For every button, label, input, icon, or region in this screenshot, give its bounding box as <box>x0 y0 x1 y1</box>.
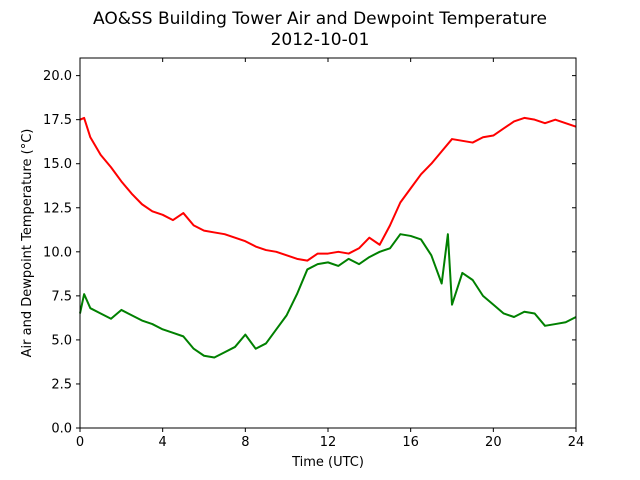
y-tick-label: 5.0 <box>51 333 72 348</box>
x-tick-label: 4 <box>159 435 167 450</box>
y-tick-label: 15.0 <box>43 157 72 172</box>
x-tick-label: 12 <box>320 435 337 450</box>
x-axis-ticks: 0 4 8 12 16 20 24 <box>76 58 584 450</box>
y-tick-label: 0.0 <box>51 422 72 437</box>
y-tick-label: 2.5 <box>51 377 72 392</box>
y-axis-ticks: 0.0 2.5 5.0 7.5 10.0 12.5 15.0 17.5 20.0 <box>43 69 576 437</box>
x-tick-label: 24 <box>568 435 585 450</box>
x-tick-label: 8 <box>241 435 249 450</box>
x-tick-label: 0 <box>76 435 84 450</box>
air-temperature-line <box>79 116 577 262</box>
chart-title: AO&SS Building Tower Air and Dewpoint Te… <box>93 9 547 29</box>
chart-subtitle: 2012-10-01 <box>271 30 370 50</box>
y-tick-label: 20.0 <box>43 69 72 84</box>
x-axis-label: Time (UTC) <box>291 455 364 470</box>
y-axis-label: Air and Dewpoint Temperature (°C) <box>20 129 35 358</box>
plot-background <box>80 58 576 428</box>
plot-area <box>80 58 576 428</box>
y-tick-label: 17.5 <box>43 113 72 128</box>
series-layer <box>79 116 577 359</box>
x-tick-label: 16 <box>402 435 419 450</box>
dewpoint-temperature-line <box>79 233 577 359</box>
axes-frame <box>79 57 577 429</box>
x-tick-label: 20 <box>485 435 502 450</box>
y-tick-label: 12.5 <box>43 201 72 216</box>
y-tick-label: 10.0 <box>43 245 72 260</box>
y-tick-label: 7.5 <box>51 289 72 304</box>
